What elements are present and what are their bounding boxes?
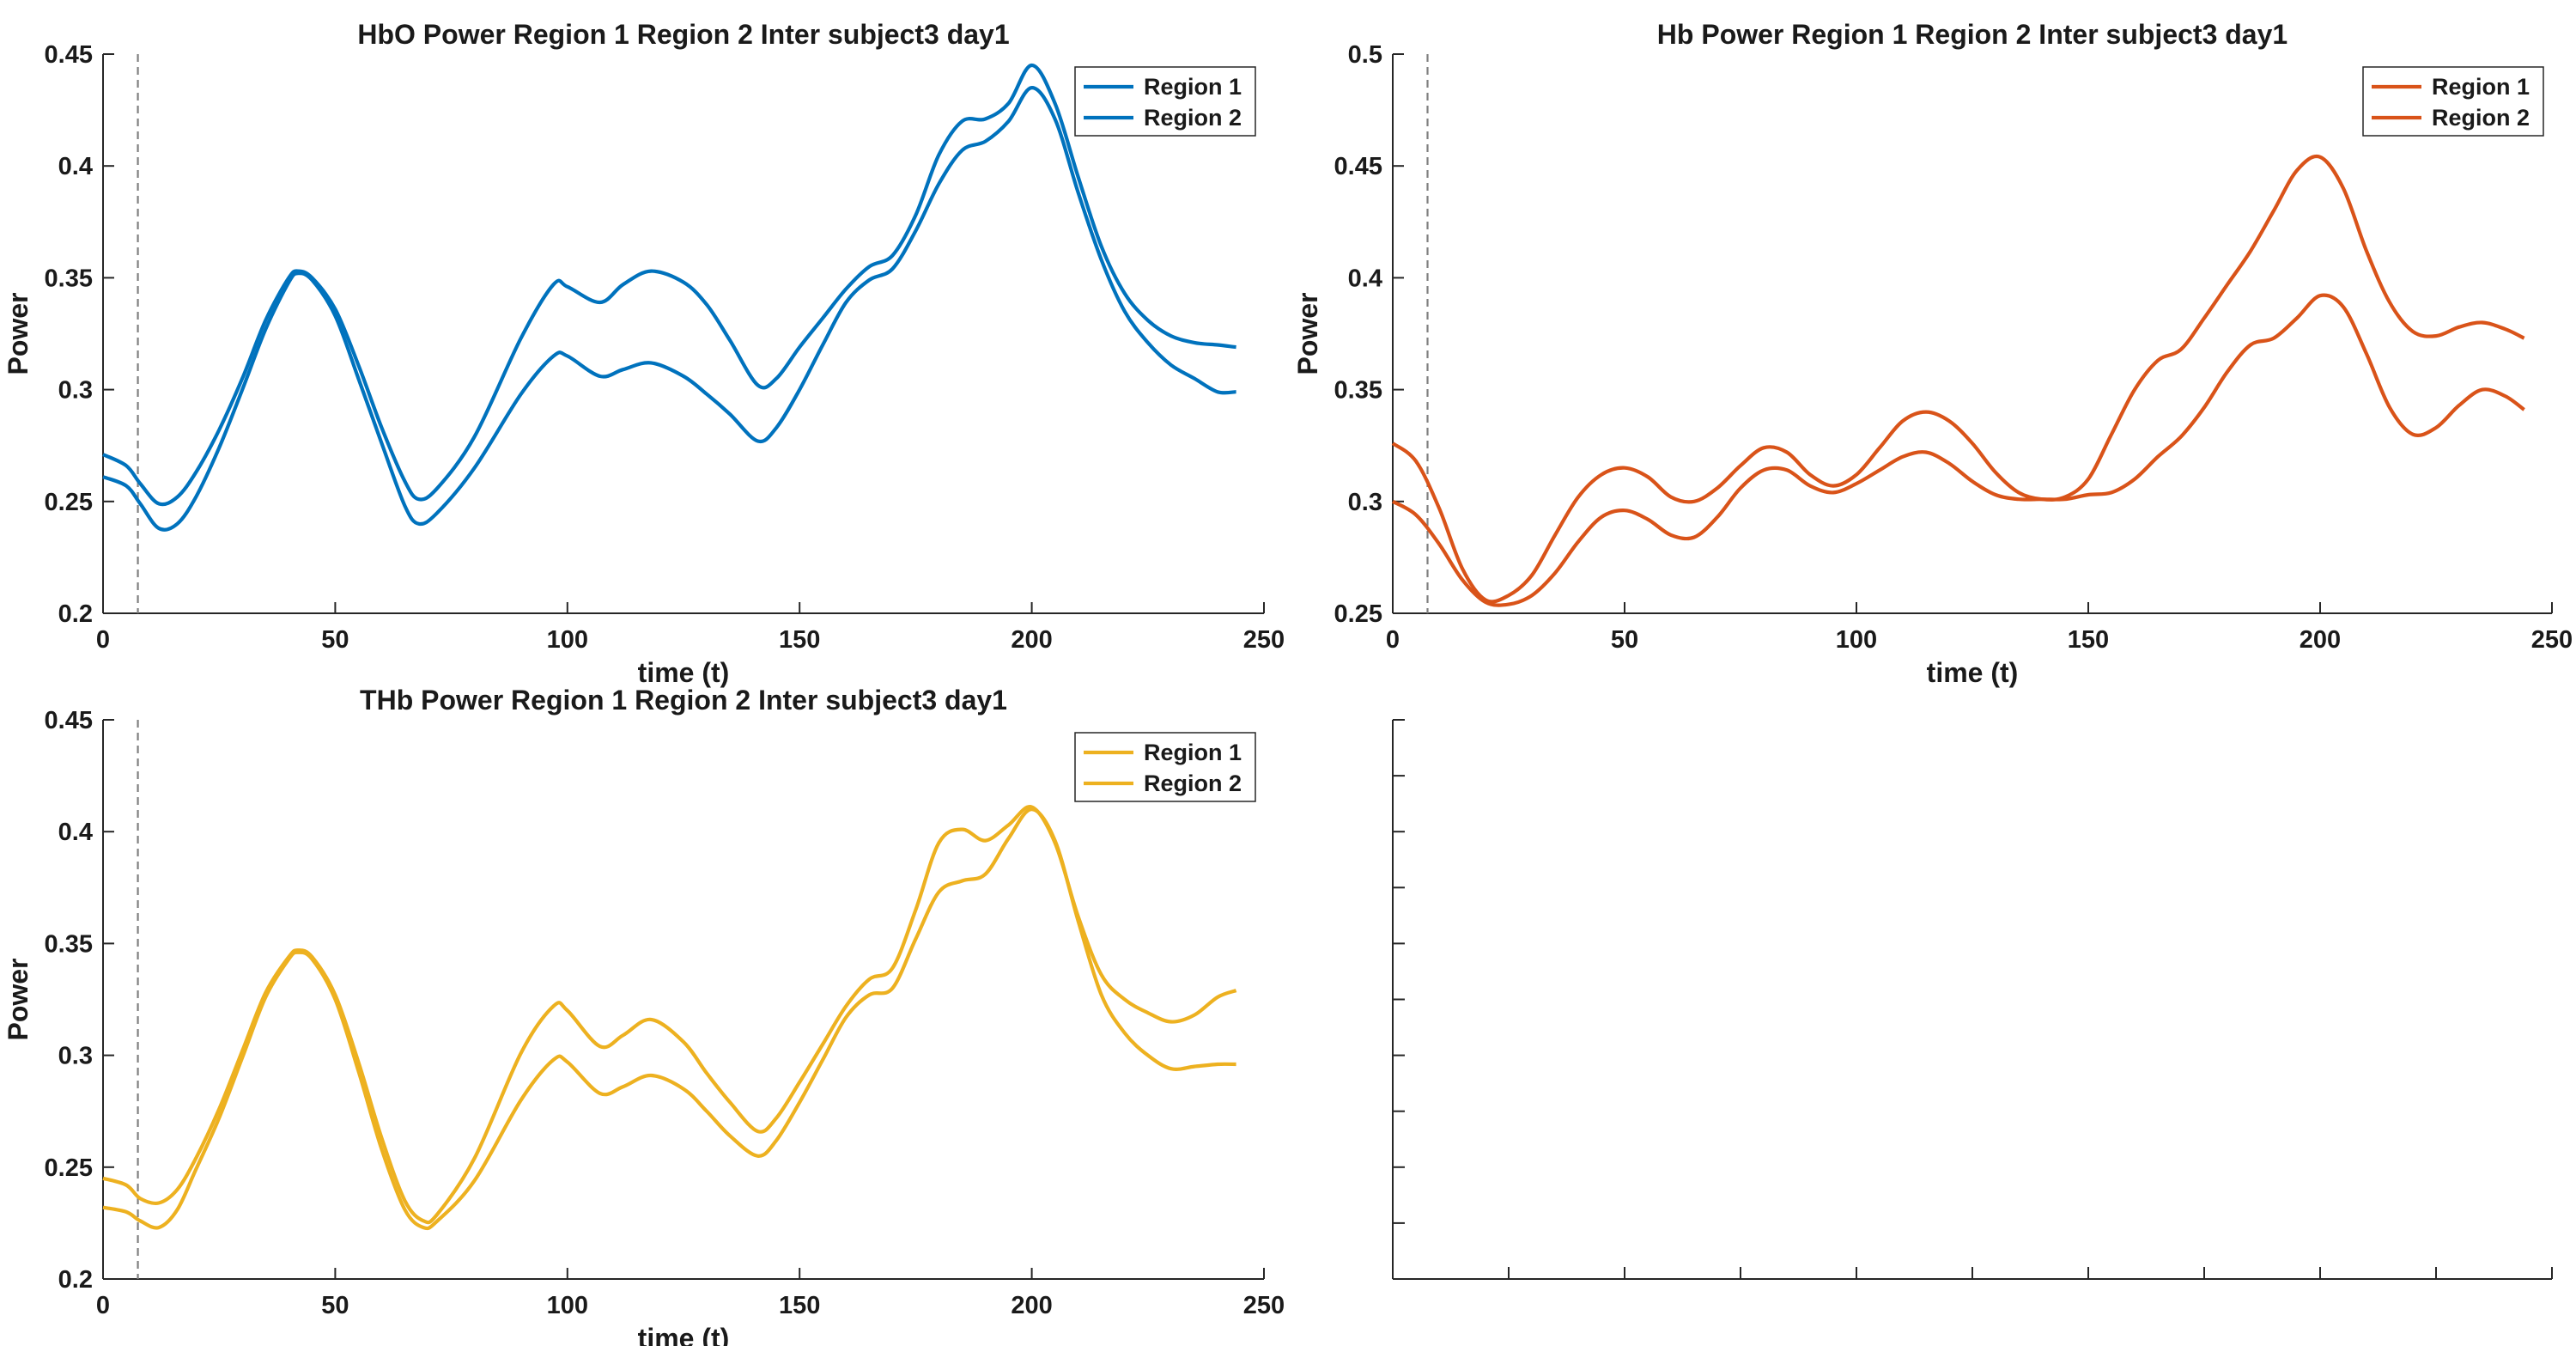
y-tick-label: 0.3 <box>58 377 93 405</box>
legend-box <box>1074 66 1256 137</box>
chart-panel-3 <box>1392 719 2553 1280</box>
chart-title: Hb Power Region 1 Region 2 Inter subject… <box>1657 19 2287 50</box>
x-axis-label: time (t) <box>638 1323 730 1346</box>
legend-label: Region 2 <box>1144 770 1242 796</box>
y-tick-label: 0.45 <box>45 707 93 734</box>
series-line-region-2 <box>102 807 1236 1231</box>
y-tick-label: 0.2 <box>58 1266 93 1294</box>
y-tick-label: 0.3 <box>58 1043 93 1070</box>
legend-label: Region 1 <box>1144 740 1242 765</box>
series-line-region-1 <box>1391 154 2525 604</box>
legend: Region 1 Region 2 <box>2362 66 2544 137</box>
y-tick-label: 0.35 <box>45 265 93 292</box>
x-tick-label: 0 <box>96 626 110 654</box>
x-tick-label: 150 <box>2068 626 2109 654</box>
y-tick-label: 0.4 <box>58 153 93 180</box>
y-axis-label: Power <box>1292 292 1323 375</box>
x-tick-label: 50 <box>321 626 349 654</box>
y-tick-label: 0.2 <box>58 600 93 628</box>
x-tick-label: 200 <box>1011 626 1052 654</box>
x-axis-label: time (t) <box>1927 657 2019 688</box>
y-tick-label: 0.4 <box>58 819 93 846</box>
x-tick-label: 50 <box>1611 626 1638 654</box>
y-tick-label: 0.35 <box>45 930 93 958</box>
legend-label: Region 1 <box>1144 74 1242 100</box>
series-line-region-2 <box>1391 293 2525 607</box>
x-tick-label: 0 <box>1386 626 1400 654</box>
x-tick-label: 150 <box>779 1292 820 1319</box>
legend-box <box>1074 732 1256 802</box>
chart-title: HbO Power Region 1 Region 2 Inter subjec… <box>357 19 1009 50</box>
x-axis-label: time (t) <box>638 657 730 688</box>
x-tick-label: 100 <box>1836 626 1877 654</box>
x-tick-label: 100 <box>547 1292 588 1319</box>
x-tick-label: 50 <box>321 1292 349 1319</box>
chart-panel-2: 0 50 100 150 200 250 0.2 0.25 0.3 0.35 0.4 0.45 THb … <box>3 685 1285 1346</box>
series-line-region-1 <box>102 63 1236 507</box>
legend: Region 1 Region 2 <box>1074 732 1256 802</box>
x-tick-label: 250 <box>1243 626 1285 654</box>
y-tick-label: 0.25 <box>45 489 93 516</box>
y-tick-label: 0.3 <box>1348 489 1382 516</box>
y-tick-label: 0.45 <box>1334 153 1382 180</box>
x-tick-label: 200 <box>1011 1292 1052 1319</box>
x-tick-label: 100 <box>547 626 588 654</box>
y-tick-label: 0.35 <box>1334 377 1382 405</box>
x-tick-label: 0 <box>96 1292 110 1319</box>
chart-panel-0: 0 50 100 150 200 250 0.2 0.25 0.3 0.35 0.4 0.45 HbO … <box>3 19 1285 688</box>
y-tick-label: 0.5 <box>1348 41 1382 69</box>
chart-panel-1: 0 50 100 150 200 250 0.25 0.3 0.35 0.4 0.45 0.5 Hb P… <box>1292 19 2573 688</box>
series-line-region-1 <box>102 805 1237 1225</box>
series-line-region-2 <box>102 86 1236 532</box>
y-axis-label: Power <box>3 958 33 1040</box>
y-tick-label: 0.25 <box>45 1154 93 1182</box>
x-tick-label: 150 <box>779 626 820 654</box>
x-tick-label: 200 <box>2300 626 2341 654</box>
y-tick-label: 0.25 <box>1334 600 1382 628</box>
y-tick-label: 0.4 <box>1348 265 1382 292</box>
legend-box <box>2362 66 2544 137</box>
y-axis-label: Power <box>3 292 33 375</box>
legend-label: Region 1 <box>2432 74 2530 100</box>
chart-title: THb Power Region 1 Region 2 Inter subjec… <box>360 685 1007 716</box>
y-tick-label: 0.45 <box>45 41 93 69</box>
x-tick-label: 250 <box>1243 1292 1285 1319</box>
legend: Region 1 Region 2 <box>1074 66 1256 137</box>
legend-label: Region 2 <box>1144 105 1242 131</box>
legend-label: Region 2 <box>2432 105 2530 131</box>
x-tick-label: 250 <box>2531 626 2573 654</box>
